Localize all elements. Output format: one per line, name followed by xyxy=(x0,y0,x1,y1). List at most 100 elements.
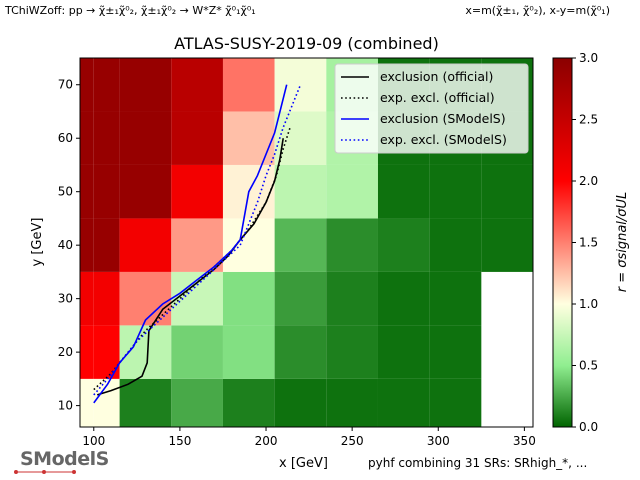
x-tick-label: 100 xyxy=(82,434,105,448)
heatmap-cell xyxy=(429,271,482,326)
heatmap-cell xyxy=(93,218,120,272)
heatmap-cell xyxy=(326,325,378,379)
heatmap-cell xyxy=(119,164,172,219)
plot-frame xyxy=(79,57,534,428)
x-tick-label: 350 xyxy=(513,434,536,448)
heatmap-cell xyxy=(93,378,120,427)
heatmap-cell xyxy=(429,325,482,379)
heatmap-cell xyxy=(377,325,430,379)
colorbar-ticks: 0.0 0.5 1.0 1.5 2.0 2.5 3.0 xyxy=(572,51,598,434)
chart-title: ATLAS-SUSY-2019-09 (combined) xyxy=(174,34,439,53)
heatmap-cell xyxy=(80,111,94,165)
legend-label: exclusion (official) xyxy=(380,69,493,84)
legend-label: exclusion (SModelS) xyxy=(380,111,506,126)
heatmap-cell xyxy=(222,58,275,112)
y-tick-label: 60 xyxy=(58,131,73,145)
x-tick-label: 250 xyxy=(341,434,364,448)
heatmap-cell xyxy=(171,378,223,427)
legend-box xyxy=(334,63,529,154)
heatmap-cell xyxy=(119,218,172,272)
heatmap-cell xyxy=(274,164,327,219)
x-axis-ticks: 100 150 200 250 300 350 xyxy=(82,427,536,448)
heatmap-cell xyxy=(80,325,94,379)
heatmap-cell xyxy=(377,271,430,326)
colorbar-tick-label: 1.0 xyxy=(579,297,598,311)
colorbar-tick-label: 0.5 xyxy=(579,359,598,373)
smodels-logo: SModelS xyxy=(6,445,109,477)
heatmap-cell xyxy=(93,111,120,165)
heatmap-cell xyxy=(80,218,94,272)
colorbar-tick-label: 3.0 xyxy=(579,51,598,65)
legend-label: exp. excl. (SModelS) xyxy=(380,132,507,147)
heatmap-cell xyxy=(222,218,275,272)
y-tick-label: 50 xyxy=(58,185,73,199)
heatmap-cell xyxy=(481,164,533,219)
heatmap-cell xyxy=(326,218,378,272)
colorbar-tick-label: 1.5 xyxy=(579,236,598,250)
heatmap-cell xyxy=(274,325,327,379)
heatmap-cell xyxy=(429,378,482,427)
y-tick-label: 40 xyxy=(58,238,73,252)
heatmap-cell xyxy=(429,218,482,272)
heatmap-cell xyxy=(274,271,327,326)
heatmap-cell xyxy=(80,378,94,427)
colorbar-tick-label: 2.0 xyxy=(579,174,598,188)
exclusion-curves xyxy=(93,84,302,404)
heatmap-cell xyxy=(222,378,275,427)
heatmap-cell xyxy=(171,164,223,219)
heatmap-cell xyxy=(119,58,172,112)
heatmap-cell xyxy=(171,58,223,112)
axis-definition: x=m(χ̃±₁, χ̃⁰₂), x-y=m(χ̃⁰₁) xyxy=(465,4,610,17)
heatmap-cell xyxy=(80,58,94,112)
heatmap-cell xyxy=(119,111,172,165)
heatmap-cell xyxy=(377,378,430,427)
x-axis-label: x [GeV] xyxy=(279,456,328,471)
heatmap-cell xyxy=(80,164,94,219)
x-tick-label: 150 xyxy=(168,434,191,448)
footer-note: pyhf combining 31 SRs: SRhigh_*, ... xyxy=(368,456,588,470)
heatmap-cell xyxy=(326,164,378,219)
heatmap-cell xyxy=(222,111,275,165)
heatmap-cell xyxy=(274,218,327,272)
y-tick-label: 10 xyxy=(58,399,73,413)
heatmap-cell xyxy=(80,271,94,326)
heatmap-cell xyxy=(171,325,223,379)
legend-label: exp. excl. (official) xyxy=(380,90,495,105)
heatmap-cell xyxy=(326,378,378,427)
colorbar-tick-label: 2.5 xyxy=(579,113,598,127)
colorbar-label: r = σsignal/σUL xyxy=(615,192,630,293)
heatmap-cell xyxy=(274,111,327,165)
heatmap-cell xyxy=(93,164,120,219)
heatmap-cell xyxy=(222,325,275,379)
heatmap-cell xyxy=(222,271,275,326)
series-line xyxy=(93,84,302,396)
y-tick-label: 20 xyxy=(58,345,73,359)
colorbar xyxy=(552,57,573,428)
heatmap-cell xyxy=(119,271,172,326)
heatmap-cell xyxy=(119,378,172,427)
heatmap-cell xyxy=(377,164,430,219)
heatmap-cell xyxy=(274,378,327,427)
series-line xyxy=(93,84,288,404)
series-line xyxy=(96,138,284,396)
colorbar-tick-label: 0.0 xyxy=(579,420,598,434)
x-tick-label: 300 xyxy=(427,434,450,448)
logo-text: SModelS xyxy=(20,448,109,470)
heatmap-cell xyxy=(171,218,223,272)
y-tick-label: 70 xyxy=(58,78,73,92)
heatmap-cell xyxy=(93,271,120,326)
legend: exclusion (official) exp. excl. (official… xyxy=(334,63,529,154)
heatmap-cell xyxy=(274,58,327,112)
heatmap-cell xyxy=(377,218,430,272)
heatmap-cell xyxy=(481,218,533,272)
heatmap-cell xyxy=(429,164,482,219)
analysis-description: TChiWZoff: pp → χ̃±₁χ̃⁰₂, χ̃±₁χ̃⁰₂ → W*Z… xyxy=(5,4,256,17)
x-tick-label: 200 xyxy=(255,434,278,448)
y-axis-ticks: 10 20 30 40 50 60 70 xyxy=(58,78,80,413)
heatmap-cell xyxy=(326,271,378,326)
heatmap-cell xyxy=(171,111,223,165)
y-axis-label: y [GeV] xyxy=(30,218,45,267)
heatmap-cell xyxy=(93,58,120,112)
y-tick-label: 30 xyxy=(58,292,73,306)
